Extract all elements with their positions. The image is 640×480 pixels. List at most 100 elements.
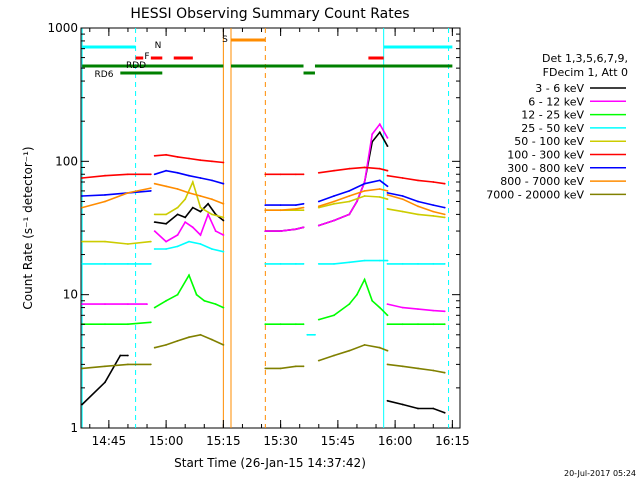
- data-point: [317, 200, 320, 203]
- data-point: [153, 230, 156, 233]
- series-line: [154, 212, 224, 243]
- legend-header-1: Det 1,3,5,6,7,9,: [542, 52, 628, 65]
- data-point: [386, 363, 389, 366]
- data-point: [279, 263, 282, 265]
- data-point: [153, 306, 156, 309]
- data-point: [176, 234, 179, 236]
- data-point: [279, 209, 282, 212]
- legend-entry-label: 12 - 25 keV: [521, 109, 584, 122]
- y-tick-label: 1: [70, 421, 78, 435]
- data-point: [264, 323, 267, 326]
- y-tick-label: 1000: [47, 21, 78, 35]
- data-point: [188, 274, 190, 277]
- vertical-markers: [81, 28, 450, 428]
- flag-label-rdd: RDD: [126, 61, 146, 71]
- data-point: [207, 213, 210, 216]
- data-point: [81, 403, 83, 406]
- data-point: [104, 174, 106, 177]
- data-point: [401, 306, 404, 309]
- data-point: [188, 192, 190, 194]
- data-point: [165, 213, 168, 216]
- legend-entry-label: 7000 - 20000 keV: [486, 188, 584, 201]
- instrument-flag-bars: NF S RDD RD6: [82, 35, 453, 80]
- data-point: [149, 187, 152, 190]
- x-axis-label: Start Time (26-Jan-15 14:37:42): [174, 456, 366, 470]
- data-point: [306, 333, 309, 336]
- data-point: [104, 303, 106, 305]
- flag-label-s: S: [222, 35, 228, 45]
- series-line: [81, 187, 151, 209]
- data-point: [317, 171, 320, 174]
- series-line: [387, 400, 445, 414]
- series-line: [318, 188, 388, 208]
- data-point: [222, 161, 225, 164]
- data-point: [222, 344, 225, 346]
- data-point: [363, 181, 366, 183]
- data-point: [149, 263, 152, 265]
- legend-entry-label: 6 - 12 keV: [528, 95, 584, 108]
- legend-entry-label: 3 - 6 keV: [535, 82, 584, 95]
- data-point: [207, 202, 210, 205]
- series-line: [265, 365, 304, 370]
- data-point: [127, 173, 129, 176]
- data-point: [153, 154, 156, 157]
- series-line: [387, 174, 445, 185]
- data-point: [188, 157, 190, 160]
- data-point: [378, 188, 381, 190]
- series-line: [318, 130, 389, 227]
- data-point: [104, 194, 106, 196]
- data-point: [149, 173, 152, 176]
- data-point: [104, 381, 106, 384]
- data-point: [314, 333, 316, 336]
- data-point: [443, 182, 446, 185]
- data-point: [401, 177, 404, 179]
- legend-entry-label: 100 - 300 keV: [507, 149, 584, 162]
- data-point: [104, 263, 106, 265]
- data-point: [295, 365, 297, 368]
- data-point: [295, 323, 297, 326]
- series-line: [318, 122, 389, 227]
- data-point: [184, 216, 187, 219]
- data-point: [333, 200, 335, 203]
- data-point: [386, 198, 389, 201]
- footer-timestamp: 20-Jul-2017 05:24: [564, 469, 636, 478]
- data-point: [222, 306, 225, 309]
- data-point: [199, 234, 202, 236]
- legend-entry-label: 300 - 800 keV: [507, 162, 584, 175]
- series-line: [387, 303, 445, 313]
- data-point: [119, 354, 122, 357]
- data-point: [378, 196, 381, 198]
- data-point: [222, 234, 225, 236]
- data-point: [176, 206, 179, 209]
- data-point: [127, 354, 129, 357]
- data-point: [302, 206, 305, 209]
- data-point: [386, 208, 389, 210]
- data-point: [149, 321, 152, 324]
- data-point: [149, 363, 152, 366]
- data-point: [279, 230, 282, 233]
- data-point: [188, 240, 190, 243]
- data-point: [443, 323, 446, 326]
- data-point: [401, 323, 404, 326]
- data-point: [165, 344, 168, 346]
- data-point: [333, 314, 335, 317]
- data-point: [295, 263, 297, 265]
- data-point: [378, 131, 381, 134]
- data-point: [165, 240, 168, 243]
- data-point: [417, 323, 419, 326]
- data-point: [104, 365, 106, 368]
- data-point: [295, 228, 297, 231]
- data-point: [356, 200, 358, 203]
- series-line: [318, 166, 388, 174]
- data-point: [302, 323, 305, 326]
- data-point: [401, 403, 404, 406]
- data-point: [302, 226, 305, 229]
- data-point: [104, 323, 106, 326]
- data-point: [401, 263, 404, 265]
- data-point: [127, 243, 129, 245]
- x-tick-label: 15:15: [206, 434, 241, 448]
- data-point: [356, 293, 358, 296]
- x-axis: 14:45 15:00 15:15 15:30 15:45 16:00 16:15: [89, 28, 470, 448]
- data-point: [333, 202, 335, 205]
